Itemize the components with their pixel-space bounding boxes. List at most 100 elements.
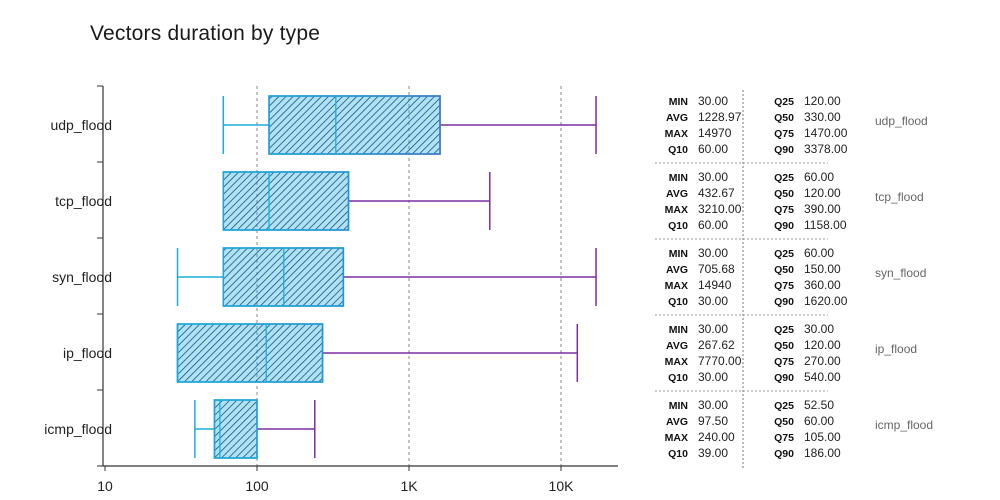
stats-block-tcp_flood: MIN 30.00 AVG 432.67 MAX 3210.00 Q10 60.00 Q25 60…	[665, 170, 924, 232]
box-group-icmp_flood: icmp_flood	[44, 399, 316, 459]
stat-key: Q75	[774, 280, 794, 292]
stat-value: 240.00	[698, 430, 735, 444]
stat-value: 30.00	[698, 370, 728, 384]
stat-value: 30.00	[698, 94, 728, 108]
stat-value: 1158.00	[804, 218, 847, 232]
iqr-box	[268, 95, 441, 155]
stat-value: 30.00	[698, 322, 728, 336]
iqr-box	[222, 171, 350, 231]
stat-key: Q25	[774, 324, 794, 336]
iqr-box-outline	[213, 399, 258, 459]
stats-block-udp_flood: MIN 30.00 AVG 1228.97 MAX 14970 Q10 60.00 Q25 120…	[665, 94, 928, 156]
stat-key: Q10	[668, 220, 688, 232]
stat-key: MIN	[669, 400, 688, 412]
box-group-syn_flood: syn_flood	[52, 247, 597, 307]
stat-key: Q50	[774, 188, 794, 200]
stat-key: Q25	[774, 96, 794, 108]
stat-key: AVG	[666, 416, 688, 428]
stat-value: 7770.00	[698, 354, 742, 368]
stat-value: 30.00	[698, 398, 728, 412]
stat-key: MAX	[665, 128, 688, 140]
stat-value: 60.00	[804, 246, 834, 260]
category-label: icmp_flood	[44, 421, 112, 437]
stat-key: Q10	[668, 144, 688, 156]
stat-value: 186.00	[804, 446, 841, 460]
stat-key: AVG	[666, 112, 688, 124]
chart-title: Vectors duration by type	[90, 22, 321, 45]
stat-key: MIN	[669, 248, 688, 260]
stat-key: Q25	[774, 172, 794, 184]
stat-value: 52.50	[804, 398, 834, 412]
stat-key: Q75	[774, 432, 794, 444]
stat-value: 14940	[698, 278, 732, 292]
stat-value: 267.62	[698, 338, 735, 352]
stat-key: Q10	[668, 296, 688, 308]
stat-value: 60.00	[698, 142, 728, 156]
stat-value: 432.67	[698, 186, 735, 200]
x-tick-label: 1K	[400, 478, 418, 494]
stat-key: AVG	[666, 188, 688, 200]
stat-key: MAX	[665, 432, 688, 444]
stat-value: 3378.00	[804, 142, 848, 156]
box-group-udp_flood: udp_flood	[50, 95, 597, 155]
stat-key: Q90	[774, 296, 794, 308]
stat-value: 30.00	[698, 246, 728, 260]
stat-value: 270.00	[804, 354, 841, 368]
stats-layer: MIN 30.00 AVG 1228.97 MAX 14970 Q10 60.00 Q25 120…	[655, 90, 933, 470]
stat-key: AVG	[666, 340, 688, 352]
stat-key: Q90	[774, 220, 794, 232]
stat-value: 30.00	[698, 294, 728, 308]
stat-value: 105.00	[804, 430, 841, 444]
stat-value: 97.50	[698, 414, 728, 428]
stat-value: 60.00	[698, 218, 728, 232]
stat-value: 705.68	[698, 262, 735, 276]
stat-value: 14970	[698, 126, 732, 140]
stat-key: MIN	[669, 324, 688, 336]
category-label: udp_flood	[50, 117, 112, 133]
stat-value: 60.00	[804, 414, 834, 428]
stat-value: 360.00	[804, 278, 841, 292]
axis-layer: 10 100 1K 10K	[97, 85, 618, 494]
stat-value: 1620.00	[804, 294, 848, 308]
iqr-box-outline	[268, 95, 441, 155]
box-group-tcp_flood: tcp_flood	[55, 171, 491, 231]
stat-value: 120.00	[804, 338, 841, 352]
stat-key: Q50	[774, 264, 794, 276]
row-legend-label: tcp_flood	[875, 190, 924, 204]
iqr-box	[176, 323, 324, 383]
stat-key: Q25	[774, 400, 794, 412]
stat-value: 390.00	[804, 202, 841, 216]
stat-key: MAX	[665, 204, 688, 216]
stat-key: Q10	[668, 448, 688, 460]
stat-key: MIN	[669, 172, 688, 184]
stat-key: Q90	[774, 372, 794, 384]
stat-key: Q25	[774, 248, 794, 260]
box-group-ip_flood: ip_flood	[63, 323, 579, 383]
stat-key: MIN	[669, 96, 688, 108]
stat-value: 540.00	[804, 370, 841, 384]
stat-key: Q50	[774, 416, 794, 428]
stat-key: Q90	[774, 448, 794, 460]
stats-block-icmp_flood: MIN 30.00 AVG 97.50 MAX 240.00 Q10 39.00 Q25 52.5…	[665, 398, 933, 460]
stat-value: 120.00	[804, 94, 841, 108]
stat-value: 60.00	[804, 170, 834, 184]
stat-value: 39.00	[698, 446, 728, 460]
x-tick-label: 100	[245, 478, 269, 494]
category-label: syn_flood	[52, 269, 112, 285]
stat-value: 330.00	[804, 110, 841, 124]
category-label: tcp_flood	[55, 193, 112, 209]
x-tick-label: 10K	[549, 478, 575, 494]
stat-value: 30.00	[698, 170, 728, 184]
row-legend-label: icmp_flood	[875, 418, 933, 432]
iqr-box-outline	[222, 171, 350, 231]
stat-value: 30.00	[804, 322, 834, 336]
stat-value: 3210.00	[698, 202, 742, 216]
category-label: ip_flood	[63, 345, 112, 361]
stat-value: 1228.97	[698, 110, 742, 124]
iqr-box-outline	[176, 323, 324, 383]
row-legend-label: syn_flood	[875, 266, 926, 280]
stats-block-ip_flood: MIN 30.00 AVG 267.62 MAX 7770.00 Q10 30.00 Q25 30…	[665, 322, 917, 384]
stat-key: Q50	[774, 112, 794, 124]
x-tick-label: 10	[97, 478, 113, 494]
